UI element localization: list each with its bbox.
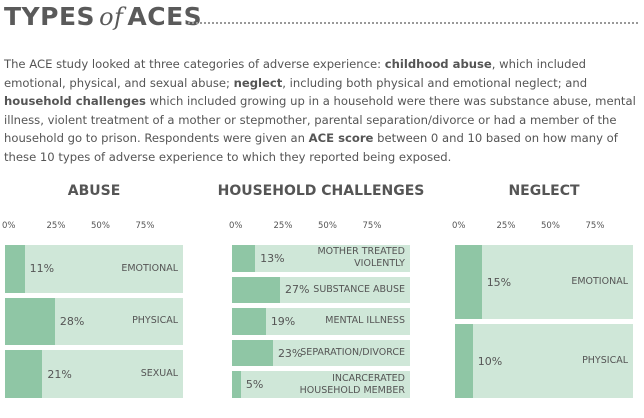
chart-title: HOUSEHOLD CHALLENGES — [217, 183, 425, 199]
category-label: EMOTIONAL — [121, 262, 178, 274]
bar — [455, 324, 473, 398]
bar-track — [455, 245, 633, 319]
category-label: SEXUAL — [140, 368, 178, 380]
intro-paragraph: The ACE study looked at three categories… — [4, 55, 636, 166]
bar — [455, 245, 482, 319]
bar — [232, 276, 281, 304]
category-label: SUBSTANCE ABUSE — [313, 283, 405, 295]
bar — [5, 350, 43, 398]
emphasis: ACE score — [308, 131, 374, 145]
value-label: 27% — [285, 283, 310, 297]
x-tick-label: 75% — [362, 221, 382, 231]
value-label: 5% — [245, 378, 264, 392]
x-tick-label: 75% — [135, 221, 155, 231]
bar — [232, 245, 256, 272]
category-label: MOTHER TREATED VIOLENTLY — [317, 246, 405, 270]
text-run: , which included emotional, physical, an… — [4, 57, 586, 90]
value-label: 11% — [29, 262, 55, 276]
page-title: TYPES of ACES — [4, 2, 202, 31]
bar-track — [232, 371, 410, 398]
value-label: 28% — [59, 314, 85, 328]
category-label: PHYSICAL — [582, 355, 628, 366]
x-tick-label: 25% — [496, 221, 516, 231]
category-label: SEPARATION/DIVORCE — [300, 347, 405, 359]
category-label: EMOTIONAL — [571, 276, 628, 287]
bar — [5, 297, 55, 346]
emphasis: childhood abuse — [384, 57, 492, 71]
title-word: ACES — [127, 2, 203, 31]
category-label: PHYSICAL — [132, 315, 178, 327]
value-label: 21% — [47, 367, 72, 381]
emphasis: household challenges — [4, 94, 146, 108]
title-rule — [188, 22, 638, 24]
chart-title: ABUSE — [67, 183, 121, 199]
value-label: 10% — [477, 354, 503, 368]
text-run: The ACE study looked at three categories… — [4, 57, 385, 71]
x-tick-label: 50% — [541, 221, 560, 231]
x-tick-label: 0% — [452, 221, 466, 231]
bar-track — [5, 245, 183, 293]
x-tick-label: 25% — [273, 221, 293, 231]
title-word: TYPES — [4, 2, 96, 31]
title-word: of — [99, 3, 124, 31]
text-run: which included growing up in a household… — [4, 94, 636, 145]
category-label: INCARCERATED HOUSEHOLD MEMBER — [299, 372, 405, 396]
bar — [232, 308, 266, 335]
chart-title: NEGLECT — [508, 183, 580, 199]
value-label: 23% — [277, 346, 303, 360]
x-tick-label: 0% — [2, 221, 16, 231]
bar-track — [455, 324, 633, 398]
category-label: MENTAL ILLNESS — [325, 315, 405, 327]
x-tick-label: 50% — [318, 221, 337, 231]
text-run: between 0 and 10 based on how many of th… — [4, 131, 618, 164]
value-label: 19% — [270, 314, 296, 328]
x-tick-label: 25% — [46, 221, 66, 231]
x-tick-label: 50% — [91, 221, 110, 231]
bar — [232, 371, 241, 398]
x-tick-label: 0% — [229, 221, 243, 231]
value-label: 15% — [486, 275, 512, 289]
x-tick-label: 75% — [585, 221, 605, 231]
emphasis: neglect — [233, 75, 283, 90]
bar-track — [232, 245, 410, 272]
value-label: 13% — [260, 251, 285, 265]
bar — [232, 339, 273, 367]
bar — [5, 245, 25, 293]
text-run: , including both physical and emotional … — [282, 75, 588, 90]
